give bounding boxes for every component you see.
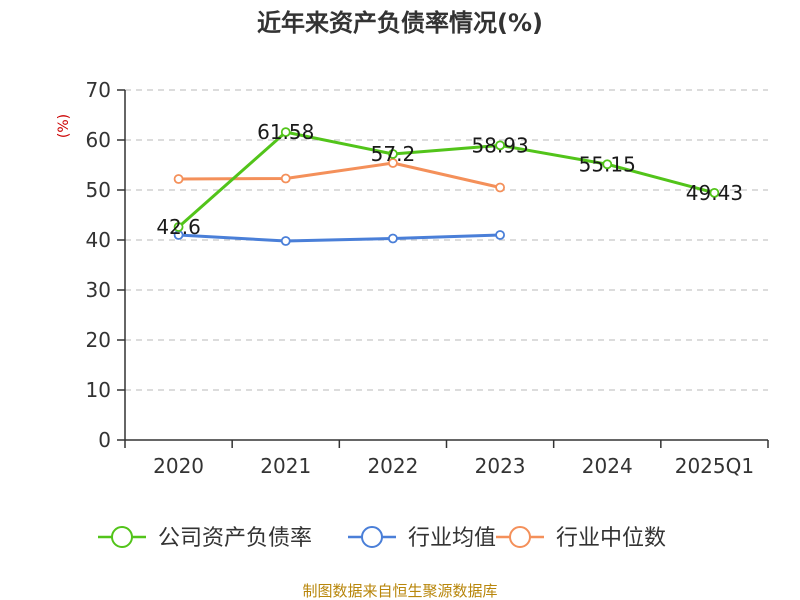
- source-footer: 制图数据来自恒生聚源数据库: [302, 582, 497, 600]
- legend-swatch-marker: [361, 526, 383, 548]
- legend-label: 公司资产负债率: [158, 526, 312, 551]
- legend-label: 行业中位数: [556, 526, 666, 551]
- legend: 公司资产负债率 行业均值 行业中位数: [98, 526, 666, 551]
- data-point: [495, 182, 505, 193]
- legend-swatch-marker: [111, 526, 133, 548]
- y-tick-label: 10: [86, 378, 111, 402]
- data-point: [709, 187, 720, 198]
- data-point: [280, 236, 291, 246]
- y-tick-label: 0: [98, 428, 111, 452]
- y-tick-label: 50: [86, 178, 111, 202]
- data-point: [388, 149, 398, 159]
- data-label: 61.58: [257, 120, 314, 144]
- data-point: [495, 140, 505, 151]
- series-line: [177, 130, 715, 229]
- x-tick-label: 2022: [367, 454, 418, 478]
- x-tick-label: 2021: [260, 454, 311, 478]
- y-axis-label: (%): [56, 114, 72, 138]
- data-point: [173, 174, 184, 184]
- x-tick-label: 2020: [153, 454, 204, 478]
- y-tick-label: 60: [86, 128, 111, 152]
- x-tick-label: 2025Q1: [675, 454, 754, 478]
- series-line: [178, 233, 501, 243]
- y-tick-label: 70: [86, 78, 111, 102]
- data-point: [495, 230, 505, 240]
- data-point: [280, 127, 291, 138]
- x-tick-label: 2023: [475, 454, 526, 478]
- data-label: 58.93: [471, 133, 528, 157]
- data-point: [388, 158, 398, 168]
- legend-label: 行业均值: [408, 526, 496, 551]
- legend-swatch-marker: [509, 526, 531, 548]
- x-tick-label: 2024: [582, 454, 633, 478]
- data-labels: 42.6 61.58 57.2 58.93 55.15 49.43: [156, 120, 743, 239]
- grid-lines: [125, 89, 768, 391]
- data-label: 57.2: [371, 142, 416, 166]
- data-label: 42.6: [156, 215, 201, 239]
- data-point: [280, 173, 291, 184]
- data-point: [388, 233, 398, 244]
- axes: 0 10 20 30 40 50 60 70 2020 2021 2022 2023 2024 2025Q…: [86, 78, 769, 478]
- y-tick-label: 40: [86, 228, 111, 252]
- series-lines: [173, 127, 720, 246]
- y-tick-label: 20: [86, 328, 111, 352]
- chart-title: 近年来资产负债率情况(%): [257, 9, 543, 37]
- data-label: 49.43: [686, 181, 743, 205]
- data-label: 55.15: [579, 152, 636, 176]
- data-point: [602, 159, 613, 170]
- y-tick-label: 30: [86, 278, 111, 302]
- data-point: [173, 222, 184, 232]
